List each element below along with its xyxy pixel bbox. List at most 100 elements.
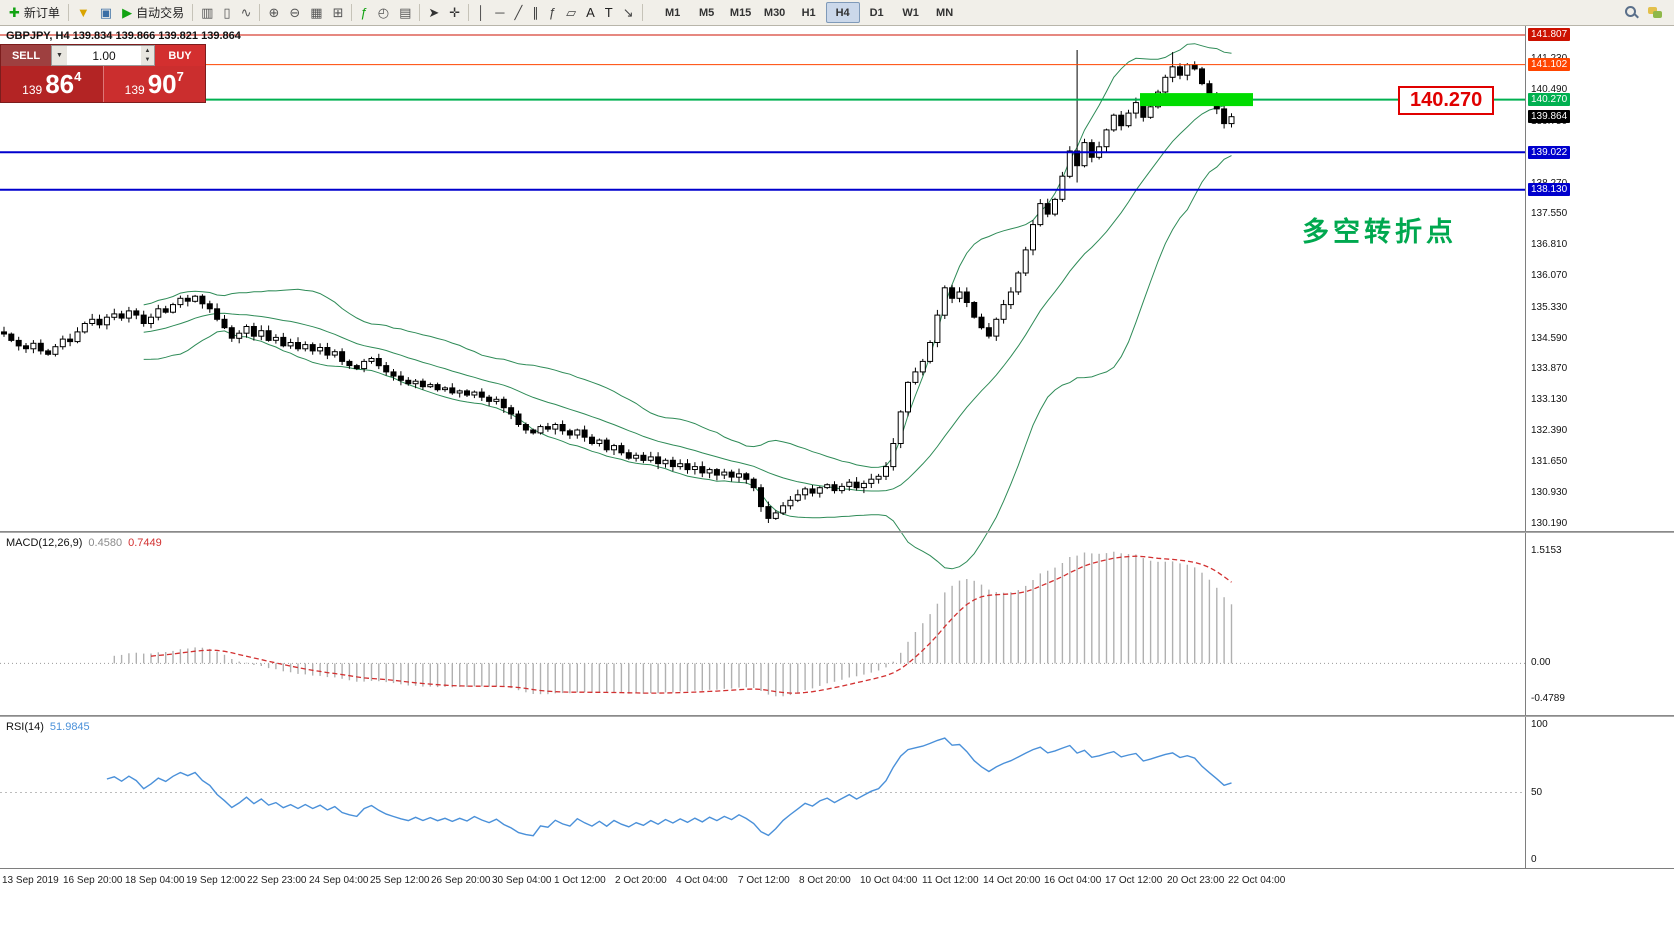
candle: [949, 287, 956, 299]
lot-step-up-icon[interactable]: ▲: [144, 47, 151, 54]
new-chart-icon: ⊞: [332, 5, 344, 20]
price-tick: 131.650: [1531, 456, 1568, 467]
candle: [1221, 108, 1228, 125]
cursor-icon[interactable]: ➤: [423, 2, 444, 24]
candle: [317, 347, 324, 352]
price-scale[interactable]: 141.230140.490139.750139.010138.270137.5…: [1525, 26, 1674, 949]
vertical-line-icon[interactable]: │: [472, 2, 490, 24]
chart-svg[interactable]: [0, 26, 1525, 949]
candle: [721, 471, 728, 476]
candle: [37, 342, 44, 352]
candle: [339, 351, 346, 362]
macd-signal-line: [150, 555, 1232, 694]
timeframe-m15[interactable]: M15: [729, 6, 752, 19]
time-axis[interactable]: 13 Sep 2019 16 Sep 20:00 18 Sep 04:00 19 Se…: [0, 869, 1674, 949]
autotrading-button[interactable]: ▶ 自动交易: [117, 2, 189, 24]
buy-price-prefix: 139: [124, 83, 145, 97]
panel-separator-macd-rsi[interactable]: [0, 715, 1674, 717]
tile-windows-icon[interactable]: ▦: [305, 2, 327, 24]
panel-separator-chart-macd[interactable]: [0, 531, 1674, 533]
periods-icon[interactable]: ◴: [373, 2, 394, 24]
price-tick: 133.130: [1531, 394, 1568, 405]
timeframe-m1[interactable]: M1: [664, 6, 681, 19]
cursor-icon: ➤: [428, 5, 440, 20]
chart-canvas[interactable]: [0, 26, 1525, 949]
timeframe-d1[interactable]: D1: [869, 6, 884, 19]
fibonacci-icon[interactable]: ƒ: [544, 2, 561, 24]
buy-price[interactable]: 139 90 7: [102, 66, 205, 102]
templates-icon: ▤: [399, 5, 412, 20]
lot-size-input[interactable]: 1.00: [92, 48, 116, 63]
chart-candles-icon: ▯: [223, 5, 231, 20]
candle: [750, 478, 757, 489]
candle: [603, 439, 610, 451]
templates-icon[interactable]: ▤: [394, 2, 416, 24]
arrows-icon: ↘: [622, 5, 634, 20]
candle: [427, 384, 434, 388]
timeframe-group: M1 M5 M15 M30 H1 H4 D1 W1 MN: [656, 2, 962, 23]
timeframe-h1[interactable]: H1: [801, 6, 816, 19]
turning-point-annotation[interactable]: 多空转折点: [1302, 217, 1457, 247]
candle: [390, 371, 397, 377]
candle: [853, 481, 860, 489]
candle: [1169, 66, 1176, 78]
new-order-button[interactable]: ✚ 新订单: [4, 2, 65, 24]
buy-button[interactable]: BUY: [155, 45, 205, 66]
candle: [206, 303, 213, 310]
candle: [941, 287, 948, 316]
sell-price[interactable]: 139 86 4: [1, 66, 103, 102]
zoom-in-icon[interactable]: ⊕: [263, 2, 284, 24]
candle: [412, 380, 419, 385]
horizontal-line-icon[interactable]: ─: [490, 2, 509, 24]
horizontal-line-icon: ─: [495, 5, 505, 20]
candle: [1103, 129, 1110, 148]
chart-candles-icon[interactable]: ▯: [218, 2, 235, 24]
lot-step-down-icon[interactable]: ▼: [144, 57, 151, 64]
new-chart-icon[interactable]: ⊞: [328, 2, 349, 24]
trendline-icon[interactable]: ╱: [510, 2, 528, 24]
highlight-rectangle[interactable]: [1140, 93, 1253, 107]
buy-price-big: 90: [147, 69, 177, 99]
candle: [1199, 68, 1205, 85]
candle: [353, 365, 360, 370]
crosshair-icon[interactable]: ✛: [444, 2, 465, 24]
lot-dropdown-icon[interactable]: ▼: [52, 46, 67, 65]
chat-icon[interactable]: [1648, 6, 1662, 19]
indicators-icon: ƒ: [360, 5, 368, 20]
timeframe-m30[interactable]: M30: [763, 6, 786, 19]
candle: [1015, 272, 1022, 293]
shapes-icon[interactable]: ▱: [561, 2, 581, 24]
timeframe-mn[interactable]: MN: [936, 6, 954, 19]
chart-bars-icon[interactable]: ▥: [196, 2, 218, 24]
timeframe-h4[interactable]: H4: [825, 2, 860, 23]
metaeditor-icon[interactable]: ▣: [95, 2, 117, 24]
candle: [846, 481, 853, 487]
alerts-icon[interactable]: ▼: [72, 2, 95, 24]
candle: [691, 466, 698, 471]
arrows-icon[interactable]: ↘: [618, 2, 639, 24]
candle: [8, 333, 15, 341]
search-icon[interactable]: [1625, 6, 1638, 19]
price-tick: 140.490: [1531, 84, 1568, 95]
candle: [23, 345, 29, 350]
candle: [250, 326, 257, 337]
candle: [493, 398, 500, 402]
indicators-icon[interactable]: ƒ: [355, 2, 372, 24]
bollinger-middle: [143, 104, 1232, 492]
channel-icon[interactable]: ∥: [527, 2, 544, 24]
label-icon[interactable]: T: [600, 2, 618, 24]
timeframe-w1[interactable]: W1: [902, 6, 919, 19]
candle: [405, 379, 412, 385]
candle: [611, 445, 617, 451]
timeframe-m5[interactable]: M5: [698, 6, 715, 19]
price-level-label-box[interactable]: 140.270: [1398, 86, 1495, 115]
bollinger-upper: [143, 43, 1232, 468]
chart-line-icon[interactable]: ∿: [236, 2, 257, 24]
text-icon[interactable]: A: [581, 2, 600, 24]
sell-button[interactable]: SELL: [1, 45, 51, 66]
buy-price-sup: 7: [176, 69, 184, 84]
candle: [530, 429, 537, 434]
candle: [125, 310, 132, 319]
zoom-out-icon[interactable]: ⊖: [284, 2, 305, 24]
candle: [96, 318, 103, 326]
